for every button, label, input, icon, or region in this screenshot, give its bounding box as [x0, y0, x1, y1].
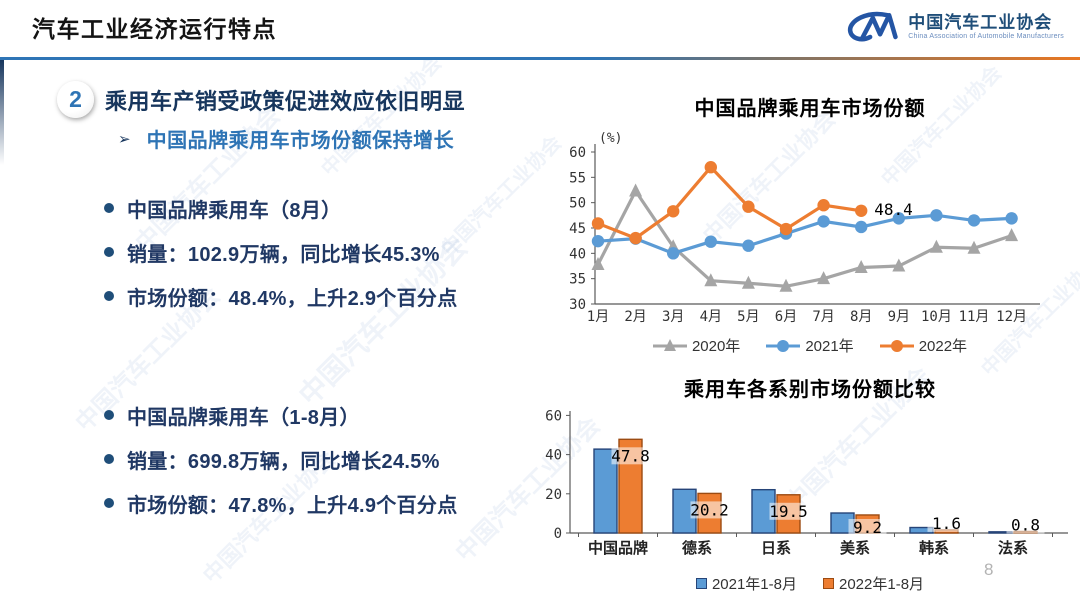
legend-item: 2022年1-8月 — [823, 573, 924, 594]
legend-marker-icon — [652, 338, 687, 351]
bar-chart-legend: 2021年1-8月 2022年1-8月 — [540, 573, 1080, 594]
stat-text: 销量：102.9万辆，同比增长45.3% — [127, 243, 440, 266]
stat-text: 中国品牌乘用车（1-8月） — [127, 406, 360, 429]
caam-logo: 中国汽车工业协会 China Association of Automobile… — [842, 8, 1064, 46]
svg-text:8月: 8月 — [850, 309, 872, 325]
legend-marker-icon — [695, 578, 707, 589]
svg-text:0.8: 0.8 — [1011, 515, 1040, 534]
svg-text:0: 0 — [554, 526, 562, 542]
stat-text: 市场份额：48.4%，上升2.9个百分点 — [127, 287, 458, 310]
svg-text:47.8: 47.8 — [611, 446, 650, 465]
line-chart-title: 中国品牌乘用车市场份额 — [694, 98, 926, 120]
segment-share-bar-chart: 乘用车各系别市场份额比较 0 20 40 60 47.8 20.2 19.5 9.2 1.6 0.… — [540, 378, 1080, 594]
svg-text:4月: 4月 — [700, 309, 722, 325]
market-share-line-chart: 中国品牌乘用车市场份额 60 55 50 45 40 35 30 (%) 1月 2月 3月 4月 5月 6… — [540, 96, 1080, 356]
legend-label: 2021年 — [805, 338, 854, 355]
left-accent-bar — [0, 60, 4, 165]
stat-text: 销量：699.8万辆，同比增长24.5% — [127, 450, 440, 473]
svg-text:55: 55 — [569, 170, 586, 186]
page-title: 汽车工业经济运行特点 — [32, 16, 277, 42]
page-number: 8 — [984, 560, 994, 579]
stat-text: 中国品牌乘用车（8月） — [127, 199, 342, 222]
svg-text:日系: 日系 — [761, 540, 791, 557]
logo-org-name-en: China Association of Automobile Manufact… — [908, 32, 1064, 40]
svg-text:20.2: 20.2 — [690, 500, 729, 519]
svg-text:40: 40 — [545, 448, 562, 464]
header-divider — [0, 57, 1080, 60]
svg-text:9月: 9月 — [888, 309, 910, 325]
svg-text:30: 30 — [569, 297, 586, 313]
stat-line: 销量：699.8万辆，同比增长24.5% — [104, 437, 458, 481]
svg-text:5月: 5月 — [737, 309, 759, 325]
stats-group-jan-aug: 中国品牌乘用车（1-8月） 销量：699.8万辆，同比增长24.5% 市场份额：… — [104, 393, 458, 525]
legend-marker-icon — [879, 339, 914, 352]
legend-item: 2021年 — [766, 335, 854, 356]
bullet-dot-icon — [104, 410, 114, 420]
section-number-badge: 2 — [57, 81, 94, 118]
svg-text:48.4: 48.4 — [874, 200, 913, 219]
svg-text:40: 40 — [569, 246, 586, 262]
bullet-dot-icon — [104, 203, 114, 213]
svg-text:(%): (%) — [599, 131, 622, 146]
section-subheading: ➢ 中国品牌乘用车市场份额保持增长 — [118, 124, 454, 153]
caam-logo-icon — [848, 11, 899, 42]
svg-text:1月: 1月 — [587, 309, 609, 325]
stat-line: 中国品牌乘用车（8月） — [104, 186, 458, 230]
svg-text:2月: 2月 — [624, 309, 646, 325]
svg-text:60: 60 — [545, 408, 562, 424]
bullet-dot-icon — [104, 454, 114, 464]
stat-line: 销量：102.9万辆，同比增长45.3% — [104, 230, 458, 274]
svg-text:中国品牌: 中国品牌 — [588, 539, 648, 557]
legend-marker-icon — [823, 578, 834, 589]
legend-label: 2022年 — [918, 338, 968, 355]
svg-text:45: 45 — [569, 221, 586, 237]
stat-line: 市场份额：47.8%，上升4.9个百分点 — [104, 481, 458, 525]
svg-text:法系: 法系 — [998, 539, 1028, 557]
legend-item: 2022年 — [879, 335, 968, 356]
stats-group-august: 中国品牌乘用车（8月） 销量：102.9万辆，同比增长45.3% 市场份额：48… — [104, 186, 458, 318]
svg-text:12月: 12月 — [996, 309, 1027, 325]
svg-text:6月: 6月 — [775, 309, 797, 325]
svg-text:德系: 德系 — [682, 539, 712, 557]
legend-label: 2020年 — [691, 338, 741, 355]
legend-marker-icon — [766, 339, 801, 352]
svg-text:美系: 美系 — [840, 539, 870, 557]
bullet-dot-icon — [104, 291, 114, 301]
stat-line: 中国品牌乘用车（1-8月） — [104, 393, 458, 437]
bar-chart-canvas: 0 20 40 60 47.8 20.2 19.5 9.2 1.6 0.8 中国品牌 德系 日系 美系 韩系… — [545, 408, 1068, 557]
svg-text:60: 60 — [569, 145, 586, 161]
logo-org-name: 中国汽车工业协会 — [908, 13, 1053, 33]
legend-item: 2020年 — [652, 335, 741, 356]
legend-item: 2021年1-8月 — [695, 573, 797, 594]
line-chart-canvas: 60 55 50 45 40 35 30 (%) 1月 2月 3月 4月 5月 6月 7月 8月 9月 10月 11… — [569, 131, 1040, 325]
svg-text:10月: 10月 — [921, 309, 952, 325]
stat-text: 市场份额：47.8%，上升4.9个百分点 — [127, 494, 458, 517]
legend-label: 2021年1-8月 — [711, 576, 797, 593]
bar-chart-title: 乘用车各系别市场份额比较 — [684, 379, 936, 401]
svg-text:韩系: 韩系 — [919, 539, 949, 557]
stat-line: 市场份额：48.4%，上升2.9个百分点 — [104, 274, 458, 318]
svg-text:50: 50 — [569, 196, 586, 212]
section-heading: 乘用车产销受政策促进效应依旧明显 — [105, 89, 466, 114]
arrow-bullet-icon: ➢ — [118, 130, 131, 148]
svg-text:35: 35 — [569, 272, 586, 288]
svg-text:3月: 3月 — [662, 309, 684, 325]
bullet-dot-icon — [104, 498, 114, 508]
svg-text:19.5: 19.5 — [769, 502, 808, 521]
legend-label: 2022年1-8月 — [839, 576, 925, 593]
svg-text:7月: 7月 — [812, 309, 834, 325]
svg-text:20: 20 — [545, 487, 562, 503]
line-chart-legend: 2020年 2021年 2022年 — [540, 335, 1080, 356]
svg-text:11月: 11月 — [959, 309, 990, 325]
section-subheading-text: 中国品牌乘用车市场份额保持增长 — [146, 130, 455, 152]
svg-text:1.6: 1.6 — [932, 514, 961, 533]
svg-text:9.2: 9.2 — [853, 518, 882, 537]
bullet-dot-icon — [104, 247, 114, 257]
